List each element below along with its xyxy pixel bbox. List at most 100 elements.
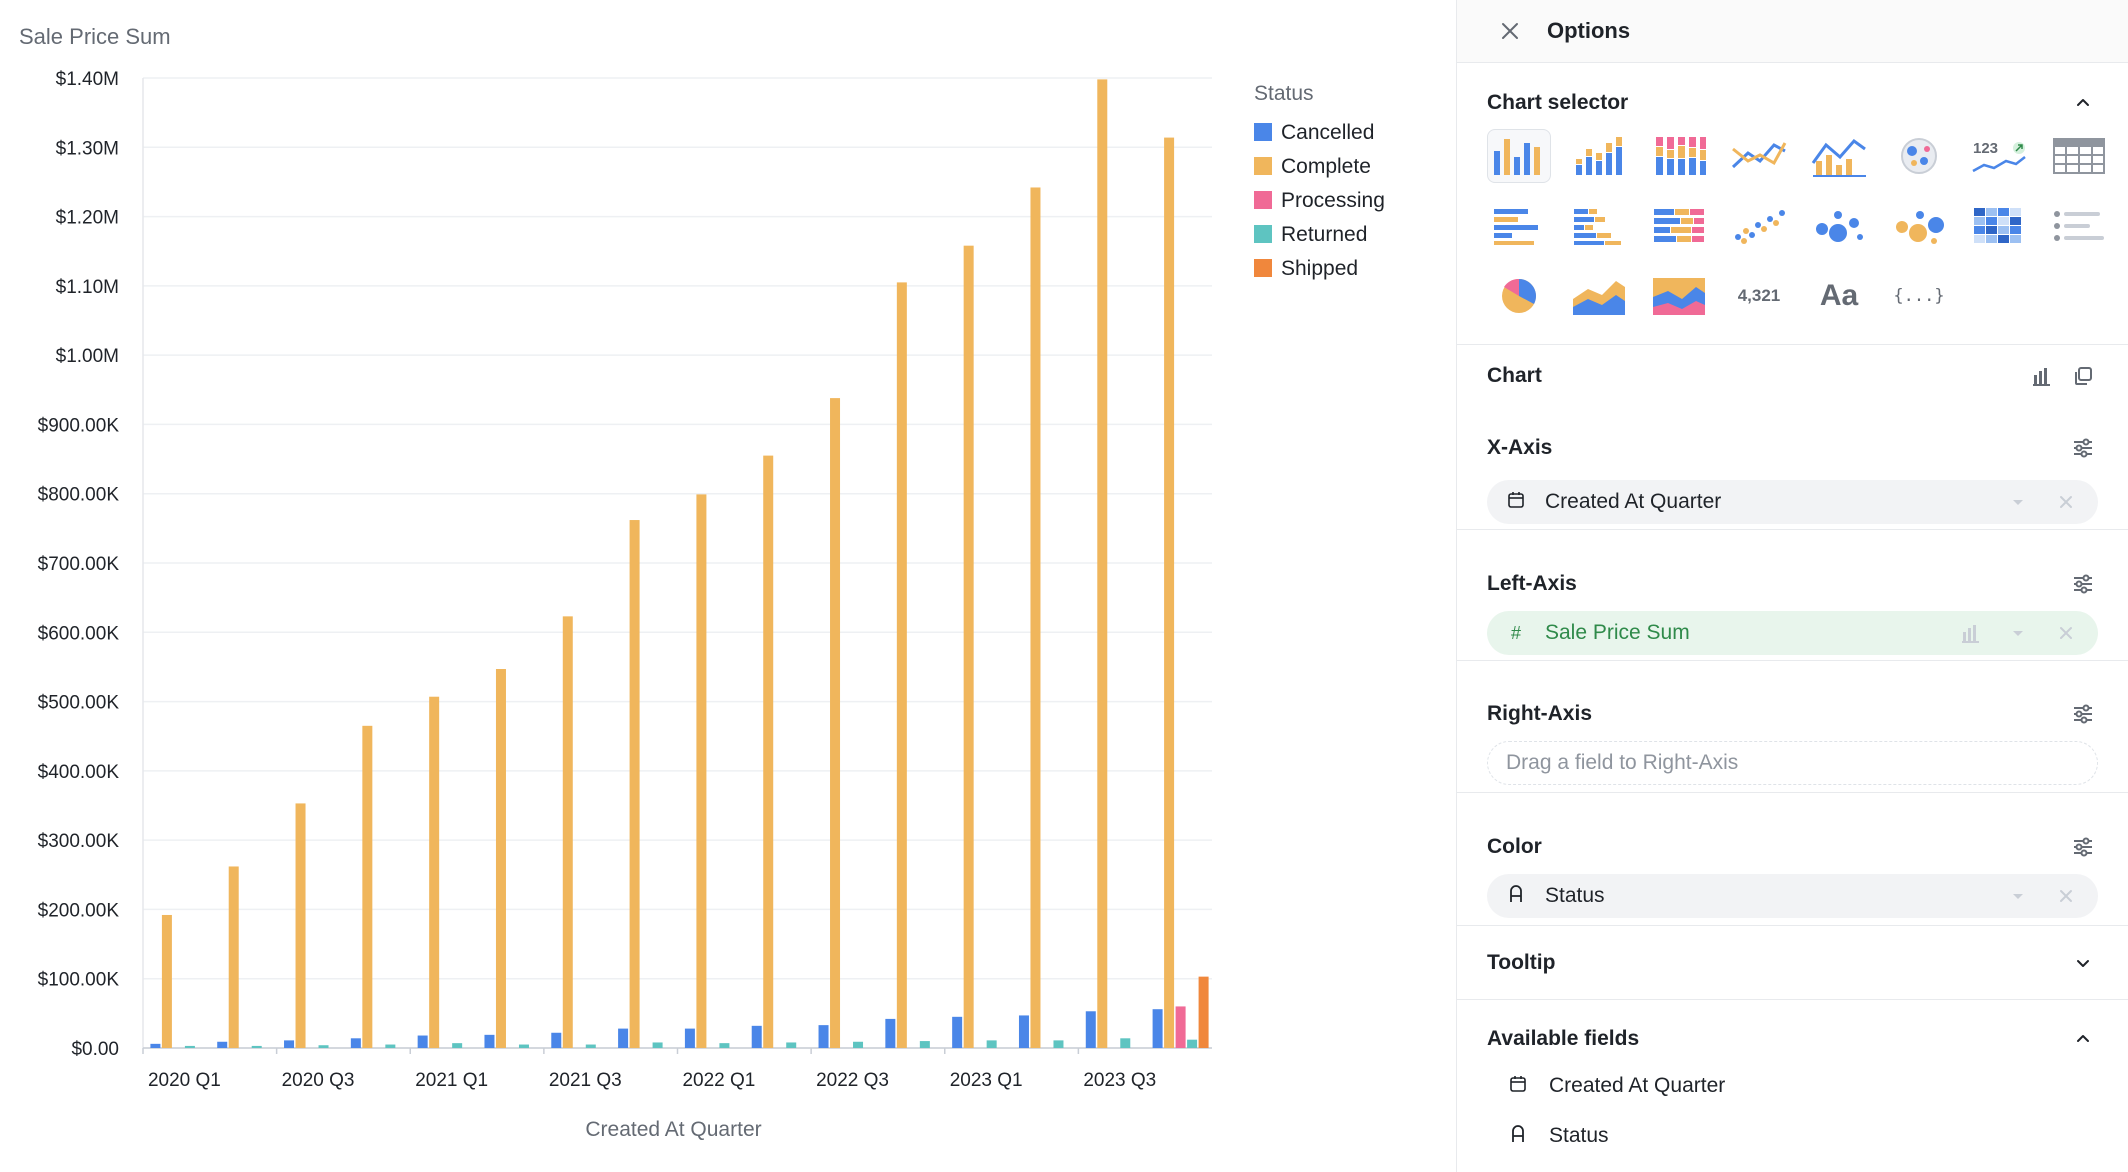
- stacked-percent-bar-icon: [1656, 137, 1706, 175]
- chart-type-line[interactable]: [1727, 129, 1791, 183]
- tooltip-title: Tooltip: [1487, 951, 1556, 974]
- chart-type-list[interactable]: [2047, 199, 2111, 253]
- chart-type-area[interactable]: [1567, 269, 1631, 323]
- chart-type-combo[interactable]: [1807, 129, 1871, 183]
- bar-complete: [629, 520, 640, 1048]
- chevron-down-icon[interactable]: [2004, 619, 2032, 647]
- x-axis-header: X-Axis: [1487, 428, 2098, 468]
- chart-selector-title: Chart selector: [1487, 91, 1629, 114]
- clear-icon[interactable]: [2052, 488, 2080, 516]
- x-axis-label: Created At Quarter: [585, 1118, 761, 1141]
- bar-chart: Sale Price Sum $0.00 $100.00K $200.00K $300.…: [19, 24, 1385, 1141]
- bar-processing: [1175, 1006, 1186, 1048]
- chevron-up-icon[interactable]: [2068, 1024, 2098, 1054]
- chevron-up-icon[interactable]: [2068, 88, 2098, 118]
- y-tick-label: $1.20M: [56, 208, 119, 229]
- legend-item: Cancelled: [1281, 121, 1374, 144]
- clear-icon[interactable]: [2052, 619, 2080, 647]
- x-tick-label: 2023 Q3: [1083, 1070, 1156, 1091]
- bar-returned: [652, 1042, 663, 1048]
- chart-selector-header: Chart selector: [1487, 83, 2098, 123]
- x-axis-title: X-Axis: [1487, 436, 1553, 459]
- text-type-icon: [1507, 1124, 1529, 1148]
- chevron-down-icon[interactable]: [2068, 948, 2098, 978]
- hash-icon: #: [1510, 622, 1521, 643]
- tooltip-header[interactable]: Tooltip: [1487, 943, 2098, 983]
- chart-area: Sale Price Sum $0.00 $100.00K $200.00K $300.…: [19, 24, 1385, 1141]
- bar-returned: [585, 1044, 596, 1048]
- options-panel: Options Chart selector: [1456, 0, 2128, 1172]
- available-field-created-at-quarter[interactable]: Created At Quarter: [1487, 1061, 2098, 1111]
- y-tick-label: $300.00K: [38, 831, 120, 852]
- settings-sliders-icon[interactable]: [2068, 433, 2098, 463]
- bar-chart-small-icon[interactable]: [2026, 361, 2056, 391]
- bar-chart-icon: [1494, 139, 1540, 175]
- bar-returned: [1053, 1040, 1064, 1048]
- chart-type-stacked-area[interactable]: [1647, 269, 1711, 323]
- bar-returned: [1187, 1039, 1198, 1048]
- y-tick-label: $900.00K: [38, 415, 120, 436]
- chart-type-bar[interactable]: [1487, 129, 1551, 183]
- bar-complete: [1097, 79, 1108, 1048]
- legend-swatch: [1254, 157, 1272, 175]
- chart-type-bubble[interactable]: [1807, 199, 1871, 253]
- calendar-icon: [1505, 491, 1527, 514]
- bar-cancelled: [751, 1025, 762, 1048]
- bar-chart-small-icon[interactable]: [1956, 619, 1984, 647]
- chart-type-kpi-trend[interactable]: 123: [1967, 129, 2031, 183]
- color-section: Color Status: [1457, 793, 2128, 926]
- panel-header: Options: [1457, 0, 2128, 63]
- chart-section: Chart: [1457, 345, 2128, 407]
- x-axis-field-pill[interactable]: Created At Quarter: [1487, 480, 2098, 524]
- settings-sliders-icon[interactable]: [2068, 832, 2098, 862]
- x-tick-label: 2021 Q3: [549, 1070, 622, 1091]
- chevron-down-icon[interactable]: [2004, 882, 2032, 910]
- x-tick-label: 2020 Q3: [282, 1070, 355, 1091]
- chevron-down-icon[interactable]: [2004, 488, 2032, 516]
- right-axis-drop-zone[interactable]: Drag a field to Right-Axis: [1487, 741, 2098, 785]
- settings-sliders-icon[interactable]: [2068, 699, 2098, 729]
- calendar-icon: [1507, 1075, 1529, 1098]
- bar-complete: [763, 455, 774, 1048]
- bar-complete: [362, 725, 373, 1048]
- chart-type-text[interactable]: Aa: [1807, 269, 1871, 323]
- bar-cancelled: [284, 1040, 295, 1048]
- close-icon[interactable]: [1493, 14, 1527, 48]
- chart-type-json[interactable]: {...}: [1887, 269, 1951, 323]
- text-type-icon: [1505, 884, 1527, 908]
- bar-complete: [228, 866, 239, 1048]
- chart-type-horizontal-bar[interactable]: [1487, 199, 1551, 253]
- chart-type-table[interactable]: [2047, 129, 2111, 183]
- chart-type-pie[interactable]: [1487, 269, 1551, 323]
- bar-complete: [896, 282, 907, 1049]
- x-tick-label: 2023 Q1: [950, 1070, 1023, 1091]
- chart-type-scatter[interactable]: [1727, 199, 1791, 253]
- chart-type-percent-bar[interactable]: [1647, 129, 1711, 183]
- available-field-status[interactable]: Status: [1487, 1111, 2098, 1161]
- chart-type-bubble-color[interactable]: [1887, 199, 1951, 253]
- legend-swatch: [1254, 123, 1272, 141]
- color-field-pill[interactable]: Status: [1487, 874, 2098, 918]
- settings-sliders-icon[interactable]: [2068, 569, 2098, 599]
- bar-cancelled: [885, 1018, 896, 1048]
- chart-type-horizontal-percent[interactable]: [1647, 199, 1711, 253]
- chart-type-number[interactable]: 4,321: [1727, 269, 1791, 323]
- chart-type-stacked-bar[interactable]: [1567, 129, 1631, 183]
- bar-returned: [1120, 1038, 1131, 1048]
- chart-type-horizontal-stacked[interactable]: [1567, 199, 1631, 253]
- scatter-icon: [1735, 210, 1785, 244]
- clear-icon[interactable]: [2052, 882, 2080, 910]
- left-axis-field-pill[interactable]: # Sale Price Sum: [1487, 611, 2098, 655]
- available-field-label: Status: [1549, 1124, 1609, 1147]
- bar-returned: [452, 1043, 463, 1048]
- chart-type-map[interactable]: [1887, 129, 1951, 183]
- y-tick-label: $600.00K: [38, 623, 120, 644]
- bar-returned: [518, 1044, 529, 1048]
- chart-type-heatmap[interactable]: [1967, 199, 2031, 253]
- bar-returned: [786, 1042, 797, 1048]
- y-tick-label: $200.00K: [38, 900, 120, 921]
- legend-title: Status: [1254, 82, 1314, 105]
- color-field-label: Status: [1545, 884, 1605, 907]
- horizontal-stacked-bar-icon: [1574, 209, 1621, 245]
- copy-icon[interactable]: [2068, 361, 2098, 391]
